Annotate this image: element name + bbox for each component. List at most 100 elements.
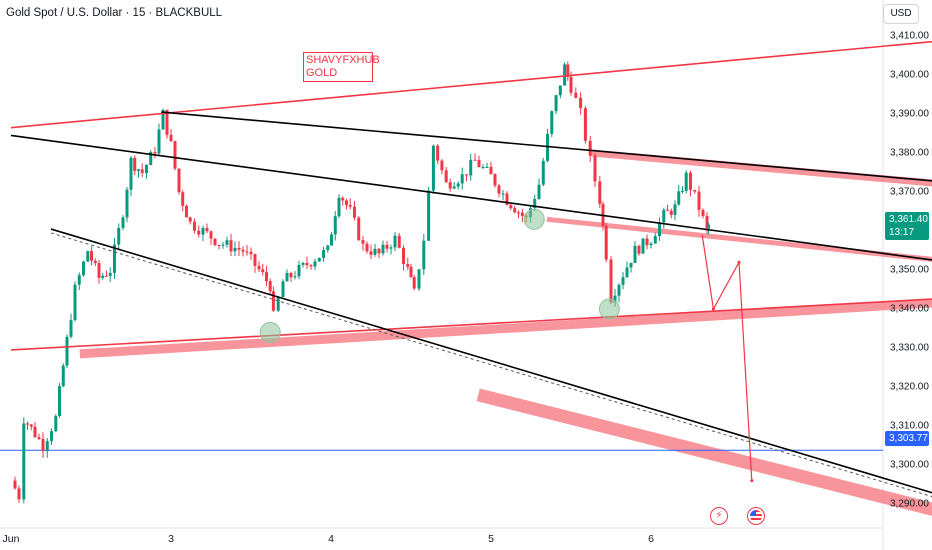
price-tick-label: 3,310.00 [890,420,929,432]
candle-body [184,205,188,218]
candle-body [412,277,416,289]
price-tick-label: 3,340.00 [890,303,929,315]
candle-body [161,109,165,130]
candle-body [477,159,481,168]
time-tick-label: 3 [168,533,174,545]
price-tick-label: 3,290.00 [890,498,929,510]
candle-body [271,291,275,311]
price-tick-label: 3,370.00 [890,186,929,198]
candle-body [125,189,129,218]
candle-body [448,182,452,189]
candle-body [431,145,435,191]
support-line [10,298,932,351]
candle-body [427,190,431,241]
candle-body [90,251,94,261]
zones-layer [79,149,932,516]
candle-body [136,169,140,171]
candle-body [693,189,697,192]
candle-body [680,190,684,192]
candle-body [385,244,389,249]
candle-body [489,166,493,175]
watermark-box: SHAVYFXHUB GOLD [303,52,380,82]
candle-body [381,244,385,254]
candle-body [188,217,192,222]
candle-body [26,423,30,425]
time-tick-label: Jun [2,533,20,545]
candle-body [365,243,369,252]
candle-body [181,192,185,206]
candle-body [29,424,33,427]
candle-body [293,276,297,278]
price-tick-label: 3,300.00 [890,459,929,471]
candle-body [261,269,265,273]
candle-body [613,295,617,303]
candle-body [276,297,280,311]
price-tick-label: 3,390.00 [890,108,929,120]
price-tick-label: 3,330.00 [890,342,929,354]
candle-body [417,269,421,289]
candle-body [173,141,177,169]
candle-body [121,217,125,228]
us-flag-event-icon[interactable] [747,507,765,525]
candle-body [33,426,37,438]
resistance-zone-middle [546,216,932,262]
candle-body [197,230,201,235]
candle-body [348,205,352,207]
candle-body [333,216,337,235]
lightning-event-icon[interactable]: ⚡ [710,507,728,525]
candle-body [97,263,101,278]
candle-body [550,111,554,134]
currency-button[interactable]: USD [883,4,919,24]
candle-body [54,416,58,432]
candle-body [588,140,592,156]
candle-body [201,228,205,235]
candle-body [344,200,348,206]
candle-body [569,76,573,93]
candle-body [373,248,377,255]
candle-body [409,266,413,278]
touch-marker [523,208,545,230]
candle-body [497,185,501,194]
candle-body [217,244,221,246]
last-price-badge: 3,361.40 13:17 [885,212,929,240]
candle-body [313,261,317,267]
candle-body [649,243,653,246]
candle-body [697,191,701,210]
candle-body [229,240,233,252]
time-tick-label: 6 [648,533,654,545]
candle-body [245,251,249,253]
watermark-line1: SHAVYFXHUB [306,54,380,66]
candle-body [241,249,245,252]
candle-body [117,227,121,245]
candle-body [297,264,301,277]
candle-body [305,262,309,266]
candle-body [464,174,468,176]
candle-body [330,234,334,246]
candle-body [666,209,670,211]
candle-body [357,217,361,241]
candle-body [574,92,578,98]
candle-body [264,272,268,282]
candle-body [253,254,257,266]
candle-body [69,320,73,337]
candle-body [541,160,545,185]
symbol-title[interactable]: Gold Spot / U.S. Dollar · 15 · BLACKBULL [6,7,223,19]
candle-body [621,277,625,285]
candle-body [440,160,444,171]
candle-body [149,151,153,166]
candle-body [456,183,460,187]
candle-body [61,365,65,387]
middle-trendline [161,111,932,182]
candle-body [517,212,521,214]
markers-layer [259,208,620,343]
candle-body [402,247,406,265]
candle-body [165,109,169,135]
candle-body [554,95,558,112]
candle-body [546,133,550,161]
candle-body [558,85,562,96]
trendlines-layer [10,40,932,498]
candle-body [22,423,26,500]
candle-body [377,248,381,254]
